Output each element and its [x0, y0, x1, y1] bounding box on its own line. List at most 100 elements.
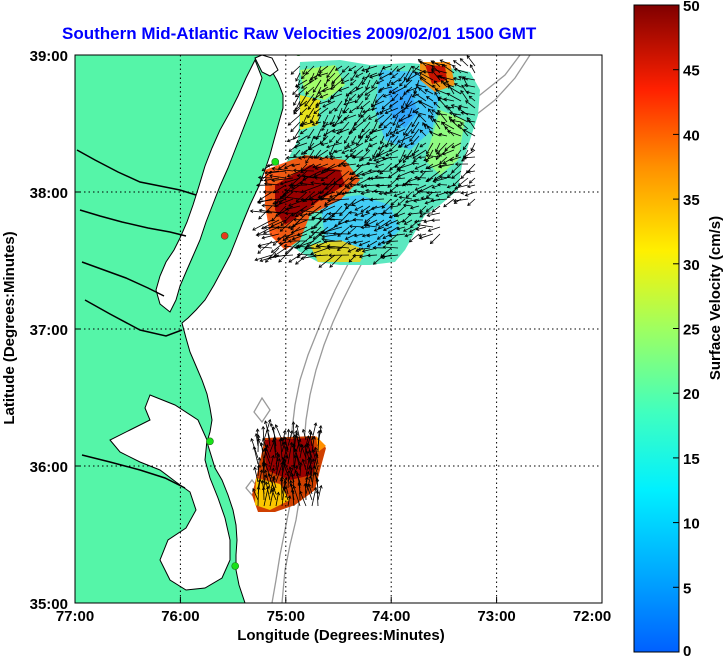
velocity-arrow [400, 100, 406, 110]
velocity-arrow [295, 432, 301, 453]
velocity-arrow [376, 183, 392, 188]
velocity-arrow [342, 163, 357, 168]
velocity-arrow [293, 93, 301, 106]
velocity-arrow [256, 464, 261, 477]
velocity-arrow [288, 183, 308, 188]
velocity-arrow [364, 135, 371, 143]
colorbar-tick-label: 40 [683, 127, 700, 144]
velocity-arrow [296, 244, 315, 249]
y-tick-label: 39:00 [30, 48, 68, 65]
velocity-arrow [430, 198, 448, 203]
velocity-arrow [334, 65, 343, 71]
velocity-arrow [295, 191, 308, 203]
velocity-blob-10 [310, 240, 365, 262]
velocity-arrow [455, 149, 462, 158]
x-tick-label: 76:00 [161, 608, 199, 625]
velocity-arrow [379, 72, 392, 80]
velocity-arrow [307, 483, 313, 495]
velocity-arrow [311, 486, 318, 507]
velocity-arrow [356, 100, 364, 110]
colorbar-tick-label: 25 [683, 322, 700, 339]
velocity-arrow [300, 79, 315, 89]
velocity-arrow [279, 177, 301, 186]
velocity-arrow [264, 481, 271, 501]
velocity-arrow [463, 129, 476, 137]
velocity-arrow [372, 149, 378, 159]
velocity-arrow [272, 436, 277, 453]
velocity-arrow [334, 100, 343, 112]
velocity-arrow [465, 90, 476, 95]
velocity-arrow [452, 114, 469, 123]
velocity-arrow [344, 93, 350, 103]
velocity-arrow [363, 223, 378, 228]
velocity-arrow [424, 89, 434, 95]
velocity-arrow [279, 219, 294, 232]
velocity-arrow [318, 254, 336, 268]
velocity-arrow [387, 226, 399, 234]
velocity-arrow [419, 129, 427, 137]
velocity-arrow [321, 233, 343, 239]
velocity-arrow [405, 149, 420, 160]
velocity-arrow [320, 142, 329, 147]
velocity-arrow [280, 437, 289, 459]
velocity-arrow [351, 155, 364, 160]
velocity-arrow [370, 205, 385, 211]
velocity-arrow [371, 79, 378, 89]
velocity-arrow [343, 100, 357, 106]
velocity-arrow [286, 135, 301, 143]
velocity-arrow [458, 104, 469, 109]
velocity-arrow [291, 205, 308, 217]
velocity-arrow [354, 205, 364, 211]
velocity-arrow [332, 231, 350, 236]
velocity-arrow [295, 72, 301, 82]
velocity-arrow [270, 219, 287, 228]
velocity-arrow [317, 429, 321, 453]
velocity-arrow [433, 80, 441, 88]
radar-stations [206, 55, 302, 570]
velocity-arrow [412, 107, 420, 113]
velocity-arrow [269, 454, 275, 471]
velocity-arrow [272, 254, 294, 259]
x-axis-label: Longitude (Degrees:Minutes) [237, 627, 445, 644]
velocity-arrow [439, 59, 455, 67]
grid-lines [75, 55, 602, 603]
velocity-arrow [261, 425, 266, 447]
velocity-arrow [254, 254, 273, 262]
velocity-arrow [257, 437, 265, 453]
velocity-arrow [310, 230, 329, 235]
colorbar-tick-label: 10 [683, 516, 700, 533]
velocity-arrow [311, 121, 322, 126]
velocity-arrow [317, 216, 336, 221]
velocity-arrow [312, 79, 322, 93]
velocity-arrow [365, 142, 371, 152]
velocity-arrow [366, 253, 378, 258]
velocity-arrow [294, 448, 301, 471]
bay-tributary-2 [79, 209, 187, 237]
velocity-arrow [295, 135, 308, 143]
velocity-arrow [464, 191, 476, 197]
velocity-arrow [399, 114, 413, 122]
velocity-arrow [319, 93, 329, 99]
velocity-arrow [296, 252, 315, 257]
velocity-arrow [307, 449, 313, 465]
velocity-arrow [276, 233, 294, 241]
velocity-arrow [379, 135, 385, 145]
velocity-arrow [333, 219, 350, 228]
velocity-arrow [262, 190, 280, 194]
velocity-arrow [432, 177, 448, 183]
velocity-arrow [367, 114, 378, 120]
velocity-arrow [413, 156, 420, 163]
velocity-arrow [252, 488, 259, 501]
velocity-arrow [442, 149, 455, 156]
velocity-arrow [256, 183, 273, 188]
velocity-arrow [278, 240, 294, 246]
velocity-arrow [324, 155, 336, 159]
velocity-arrow [291, 233, 308, 241]
velocity-arrow [315, 489, 320, 507]
velocity-arrow [382, 233, 392, 239]
velocity-arrow [462, 142, 469, 151]
velocity-arrow [306, 233, 322, 247]
velocity-arrow [269, 475, 276, 495]
velocity-arrow [397, 168, 406, 173]
velocity-arrow [401, 100, 413, 114]
